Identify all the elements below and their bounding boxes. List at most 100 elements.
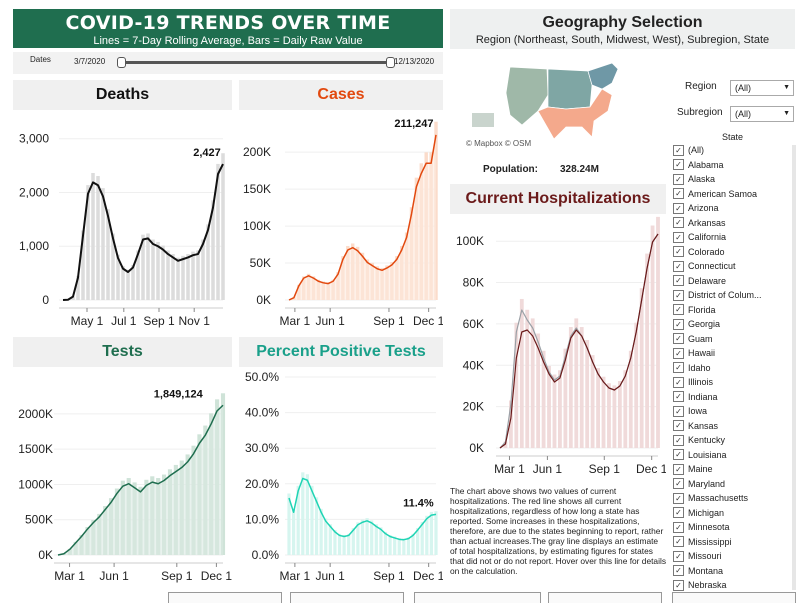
checkbox-checked-icon[interactable]: ✓	[673, 420, 684, 431]
state-option[interactable]: ✓Louisiana	[673, 448, 795, 463]
state-option[interactable]: ✓Kentucky	[673, 433, 795, 448]
tests-header: Tests	[13, 337, 232, 367]
state-option[interactable]: ✓Arkansas	[673, 216, 795, 231]
population-value: 328.24M	[560, 164, 599, 175]
checkbox-checked-icon[interactable]: ✓	[673, 261, 684, 272]
end-date-handle[interactable]	[386, 57, 395, 68]
region-dropdown[interactable]: (All)▼	[730, 80, 794, 96]
checkbox-checked-icon[interactable]: ✓	[673, 449, 684, 460]
checkbox-checked-icon[interactable]: ✓	[673, 464, 684, 475]
state-option[interactable]: ✓ Montana	[673, 564, 795, 579]
checkbox-checked-icon[interactable]: ✓	[673, 232, 684, 243]
daily-bar	[398, 538, 401, 555]
y-tick-label: 50K	[250, 256, 271, 270]
state-option[interactable]: ✓Illinois	[673, 375, 795, 390]
state-option[interactable]: ✓Idaho	[673, 361, 795, 376]
checkbox-checked-icon[interactable]: ✓	[673, 275, 684, 286]
x-tick-label: Jul 1	[111, 314, 137, 328]
state-option[interactable]: ✓ American Samoa	[673, 187, 795, 202]
state-option[interactable]: ✓California	[673, 230, 795, 245]
state-option[interactable]: ✓Minnesota	[673, 520, 795, 535]
state-option[interactable]: ✓District of Colum...	[673, 288, 795, 303]
checkbox-checked-icon[interactable]: ✓	[673, 377, 684, 388]
state-option[interactable]: ✓Mississippi	[673, 535, 795, 550]
checkbox-checked-icon[interactable]: ✓	[673, 145, 684, 156]
state-option[interactable]: ✓ (All)	[673, 143, 795, 158]
checkbox-checked-icon[interactable]: ✓	[673, 406, 684, 417]
hospitalizations-header: Current Hospitalizations	[450, 184, 666, 214]
checkbox-checked-icon[interactable]: ✓	[673, 348, 684, 359]
checkbox-checked-icon[interactable]: ✓	[673, 391, 684, 402]
us-region-map[interactable]: © Mapbox © OSM	[462, 55, 662, 150]
state-option[interactable]: ✓Nebraska	[673, 578, 795, 593]
region-dropdown-value: (All)	[735, 83, 751, 93]
state-option-label: Montana	[688, 564, 723, 579]
map-alaska[interactable]	[472, 113, 494, 127]
checkbox-checked-icon[interactable]: ✓	[673, 319, 684, 330]
state-option[interactable]: ✓Missouri	[673, 549, 795, 564]
checkbox-checked-icon[interactable]: ✓	[673, 362, 684, 373]
checkbox-checked-icon[interactable]: ✓	[673, 536, 684, 547]
checkbox-checked-icon[interactable]: ✓	[673, 217, 684, 228]
state-option[interactable]: ✓Iowa	[673, 404, 795, 419]
state-option[interactable]: ✓Alabama	[673, 158, 795, 173]
state-option[interactable]: ✓Florida	[673, 303, 795, 318]
daily-bar	[430, 512, 433, 555]
daily-bar	[306, 474, 309, 555]
checkbox-checked-icon[interactable]: ✓	[673, 159, 684, 170]
state-option[interactable]: ✓Maine	[673, 462, 795, 477]
state-option[interactable]: ✓Delaware	[673, 274, 795, 289]
y-tick-label: 100K	[456, 234, 484, 248]
state-option-label: (All)	[688, 143, 704, 158]
daily-bar	[596, 368, 600, 448]
daily-bar	[191, 252, 195, 300]
subregion-dropdown-value: (All)	[735, 109, 751, 119]
checkbox-checked-icon[interactable]: ✓	[673, 246, 684, 257]
state-option[interactable]: ✓Massachusetts	[673, 491, 795, 506]
last-value-label: 211,247	[394, 118, 433, 130]
checkbox-checked-icon[interactable]: ✓	[673, 522, 684, 533]
state-list-scrollbar[interactable]	[792, 145, 796, 590]
checkbox-checked-icon[interactable]: ✓	[673, 188, 684, 199]
daily-bar	[146, 233, 150, 300]
subregion-dropdown[interactable]: (All)▼	[730, 106, 794, 122]
state-option[interactable]: ✓Alaska	[673, 172, 795, 187]
checkbox-checked-icon[interactable]: ✓	[673, 290, 684, 301]
checkbox-checked-icon[interactable]: ✓	[673, 435, 684, 446]
state-option[interactable]: ✓Indiana	[673, 390, 795, 405]
y-tick-label: 0.0%	[252, 548, 280, 562]
checkbox-checked-icon[interactable]: ✓	[673, 551, 684, 562]
checkbox-checked-icon[interactable]: ✓	[673, 493, 684, 504]
checkbox-checked-icon[interactable]: ✓	[673, 304, 684, 315]
map-northeast-region[interactable]	[588, 63, 618, 89]
x-tick-label: May 1	[71, 314, 104, 328]
date-slider-track[interactable]	[120, 61, 390, 64]
state-option[interactable]: ✓Guam	[673, 332, 795, 347]
state-option[interactable]: ✓Arizona	[673, 201, 795, 216]
checkbox-checked-icon[interactable]: ✓	[673, 507, 684, 518]
state-option-label: American Samoa	[688, 187, 757, 202]
checkbox-checked-icon[interactable]: ✓	[673, 478, 684, 489]
checkbox-checked-icon[interactable]: ✓	[673, 203, 684, 214]
x-tick-label: Dec 1	[201, 569, 232, 583]
start-date-handle[interactable]	[117, 57, 126, 68]
state-option[interactable]: ✓Michigan	[673, 506, 795, 521]
checkbox-checked-icon[interactable]: ✓	[673, 565, 684, 576]
daily-bar	[333, 530, 336, 555]
state-option[interactable]: ✓ Colorado	[673, 245, 795, 260]
state-option[interactable]: ✓Hawaii	[673, 346, 795, 361]
checkbox-checked-icon[interactable]: ✓	[673, 580, 684, 591]
checkbox-checked-icon[interactable]: ✓	[673, 174, 684, 185]
state-option[interactable]: ✓Georgia	[673, 317, 795, 332]
state-option[interactable]: ✓Connecticut	[673, 259, 795, 274]
state-option-label: Colorado	[688, 245, 725, 260]
map-midwest-region[interactable]	[548, 69, 592, 109]
state-option[interactable]: ✓Maryland	[673, 477, 795, 492]
checkbox-checked-icon[interactable]: ✓	[673, 333, 684, 344]
state-option[interactable]: ✓Kansas	[673, 419, 795, 434]
